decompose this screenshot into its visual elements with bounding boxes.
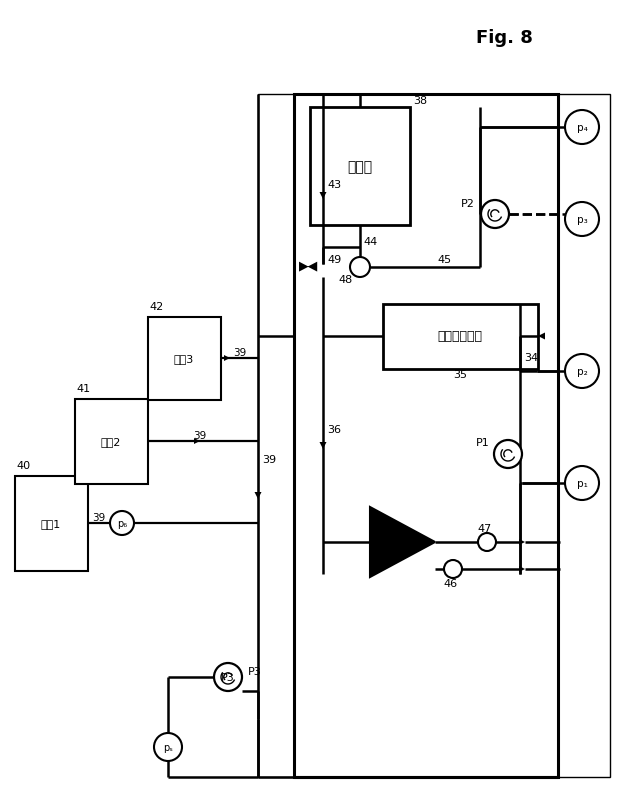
Text: p₆: p₆	[117, 518, 127, 529]
Text: p₃: p₃	[577, 215, 587, 225]
Text: 45: 45	[438, 255, 452, 265]
Bar	[75, 399, 148, 484]
Text: 36: 36	[327, 424, 341, 435]
Text: P3: P3	[248, 666, 262, 676]
Text: ▶◀: ▶◀	[299, 259, 318, 272]
Bar	[294, 95, 558, 777]
Text: 流体1: 流体1	[41, 518, 61, 529]
Text: 34: 34	[524, 353, 538, 363]
Circle shape	[478, 533, 496, 551]
Bar	[383, 305, 538, 370]
Circle shape	[565, 354, 599, 388]
Circle shape	[350, 257, 370, 277]
Polygon shape	[254, 492, 261, 500]
Circle shape	[214, 663, 242, 691]
Text: 35: 35	[453, 370, 467, 379]
Text: p₂: p₂	[577, 367, 587, 376]
Text: 47: 47	[478, 524, 492, 533]
Text: 44: 44	[363, 237, 378, 247]
Polygon shape	[320, 443, 327, 449]
Text: p₁: p₁	[577, 479, 587, 488]
Text: 38: 38	[413, 96, 427, 106]
Bar	[148, 318, 221, 400]
Text: 43: 43	[327, 180, 341, 190]
Text: P2: P2	[461, 199, 475, 209]
Text: Fig. 8: Fig. 8	[476, 29, 533, 47]
Text: 吸着器: 吸着器	[348, 160, 373, 174]
Polygon shape	[519, 566, 525, 573]
Bar	[310, 107, 410, 225]
Circle shape	[494, 440, 522, 468]
Polygon shape	[538, 333, 545, 340]
Text: 49: 49	[327, 255, 341, 265]
Polygon shape	[519, 539, 525, 545]
Text: p₄: p₄	[577, 123, 587, 133]
Text: P3: P3	[221, 672, 235, 683]
Text: P1: P1	[476, 437, 490, 448]
Bar	[15, 476, 88, 571]
Text: 48: 48	[339, 274, 353, 285]
Circle shape	[565, 203, 599, 237]
Text: 39: 39	[93, 512, 106, 522]
Circle shape	[444, 561, 462, 578]
Circle shape	[481, 200, 509, 229]
Bar	[258, 95, 610, 777]
Text: 39: 39	[262, 455, 276, 464]
Circle shape	[565, 111, 599, 145]
Text: 41: 41	[76, 383, 90, 394]
Circle shape	[110, 512, 134, 535]
Text: 40: 40	[16, 460, 30, 471]
Text: 39: 39	[233, 347, 247, 358]
Text: 流体2: 流体2	[101, 436, 121, 447]
Polygon shape	[320, 192, 327, 200]
Polygon shape	[370, 508, 435, 577]
Polygon shape	[194, 439, 200, 444]
Circle shape	[154, 733, 182, 761]
Text: 血漿フィルタ: 血漿フィルタ	[437, 330, 483, 343]
Text: 46: 46	[444, 578, 458, 588]
Circle shape	[565, 467, 599, 500]
Text: 流体3: 流体3	[174, 354, 194, 363]
Text: 42: 42	[149, 302, 163, 312]
Text: pₛ: pₛ	[163, 742, 173, 752]
Text: 39: 39	[193, 431, 207, 440]
Polygon shape	[224, 355, 230, 362]
